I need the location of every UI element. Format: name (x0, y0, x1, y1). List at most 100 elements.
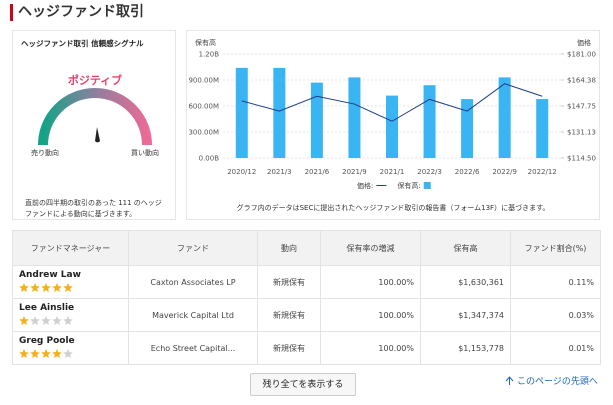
table-body: Andrew Law Caxton Associates LP 新規保有 100.00… (12, 265, 601, 365)
table-row: Greg Poole Echo Street Capital... 新規保有 100.… (12, 331, 601, 365)
chart-card: 保有高 価格 0.00B 300.00M 600.00M 900.00M 1.20B $114… (186, 30, 600, 220)
star (41, 282, 51, 292)
star (41, 315, 51, 325)
price-line (241, 83, 543, 122)
star (52, 315, 62, 325)
action-cell: 新規保有 (257, 298, 321, 332)
star (63, 348, 73, 358)
x-tick-label: 2021/1 (380, 168, 405, 176)
show-all-button[interactable]: 残り全てを表示する (250, 373, 356, 396)
star (30, 348, 40, 358)
share-cell: 0.01% (510, 331, 601, 365)
column-header: 動向 (257, 230, 321, 266)
legend-swatch (423, 182, 431, 189)
fund-cell: Echo Street Capital... (128, 331, 258, 365)
bar (498, 77, 511, 158)
gauge-left-label: 売り動向 (31, 148, 59, 157)
x-tick-label: 2021/3 (267, 168, 292, 176)
table-row: Andrew Law Caxton Associates LP 新規保有 100.00… (12, 265, 601, 299)
manager-name: Andrew Law (19, 269, 81, 280)
star-rating (19, 348, 73, 358)
table-header: ファンドマネージャー ファンド 動向 保有率の増減 保有高 ファンド割合(%) (12, 230, 601, 266)
back-to-top-link[interactable]: このページの先頭へ (505, 374, 598, 387)
legend-label: 価格: (357, 181, 373, 190)
change-cell: 100.00% (320, 298, 421, 332)
gauge-needle (95, 127, 100, 143)
table-row: Lee Ainslie Maverick Capital Ltd 新規保有 100.0… (12, 298, 601, 332)
manager-name: Lee Ainslie (19, 302, 75, 313)
up-arrow-icon (505, 376, 514, 385)
column-header: 保有率の増減 (320, 230, 421, 266)
y-tick-label: 1.20B (199, 51, 220, 59)
column-header: 保有高 (420, 230, 511, 266)
star (52, 282, 62, 292)
bar (536, 99, 549, 158)
fund-table: ファンドマネージャー ファンド 動向 保有率の増減 保有高 ファンド割合(%) Andre… (12, 230, 601, 365)
star (63, 315, 73, 325)
manager-cell: Andrew Law (12, 265, 129, 299)
y2-tick-label: $164.38 (567, 76, 596, 84)
y-tick-label: 0.00B (199, 155, 220, 163)
gauge-arc (38, 88, 152, 146)
manager-cell: Greg Poole (12, 331, 129, 365)
bar (348, 77, 361, 158)
signal-description: 直前の四半期の取引のあった 111 のヘッジファンドによる動向に基づきます。 (25, 199, 162, 218)
y-tick-label: 900.00M (188, 77, 219, 85)
action-cell: 新規保有 (257, 265, 321, 299)
column-header: ファンド (128, 230, 258, 266)
y-tick-label: 600.00M (188, 103, 219, 111)
x-tick-label: 2021/6 (305, 168, 330, 176)
change-cell: 100.00% (320, 265, 421, 299)
x-tick-label: 2022/12 (528, 168, 557, 176)
bar (310, 82, 323, 158)
share-cell: 0.11% (510, 265, 601, 299)
bar (235, 67, 248, 158)
y2-tick-label: $131.13 (567, 128, 596, 136)
change-cell: 100.00% (320, 331, 421, 365)
fund-cell: Maverick Capital Ltd (128, 298, 258, 332)
x-tick-label: 2022/6 (455, 168, 480, 176)
y2-tick-label: $114.50 (567, 155, 596, 163)
holdings-cell: $1,153,778 (420, 331, 511, 365)
fund-cell: Caxton Associates LP (128, 265, 258, 299)
column-header: ファンド割合(%) (510, 230, 601, 266)
signal-title: ヘッジファンド取引 信頼感シグナル (21, 38, 144, 48)
bar (461, 99, 474, 158)
bar (386, 95, 398, 158)
page-title: ヘッジファンド取引 (10, 4, 144, 21)
holdings-cell: $1,347,374 (420, 298, 511, 332)
chart-note: グラフ内のデータはSECに提出されたヘッジファンド取引の報告書（フォーム13F）… (236, 204, 550, 212)
holdings-cell: $1,630,361 (420, 265, 511, 299)
signal-card: ヘッジファンド取引 信頼感シグナル ポジティブ 売り動向 買い動向 直前の四半期… (12, 30, 176, 220)
y-tick-label: 300.00M (188, 129, 219, 137)
column-header: ファンドマネージャー (12, 230, 129, 266)
y2-tick-label: $181.00 (567, 51, 596, 59)
star (19, 315, 29, 325)
star (41, 348, 51, 358)
star (52, 348, 62, 358)
signal-gauge: ヘッジファンド取引 信頼感シグナル ポジティブ 売り動向 買い動向 (21, 38, 159, 157)
star-rating (19, 282, 73, 292)
share-cell: 0.03% (510, 298, 601, 332)
x-tick-label: 2022/3 (417, 168, 442, 176)
star (63, 282, 73, 292)
back-to-top-text: このページの先頭へ (517, 377, 598, 387)
signal-status: ポジティブ (68, 73, 122, 87)
star-rating (19, 315, 73, 325)
x-tick-label: 2020/12 (227, 168, 256, 176)
chart: 保有高 価格 0.00B 300.00M 600.00M 900.00M 1.20B $114… (188, 38, 596, 190)
gauge-right-label: 買い動向 (131, 148, 159, 157)
manager-cell: Lee Ainslie (12, 298, 129, 332)
x-tick-label: 2022/9 (492, 168, 517, 176)
star (19, 282, 29, 292)
star (30, 315, 40, 325)
legend-label: 保有高: (397, 181, 420, 190)
y2-tick-label: $147.75 (567, 103, 596, 111)
x-tick-label: 2021/9 (342, 168, 367, 176)
manager-name: Greg Poole (19, 335, 75, 346)
star (30, 282, 40, 292)
y2-axis-title: 価格 (577, 38, 591, 47)
bar (423, 85, 436, 158)
action-cell: 新規保有 (257, 331, 321, 365)
